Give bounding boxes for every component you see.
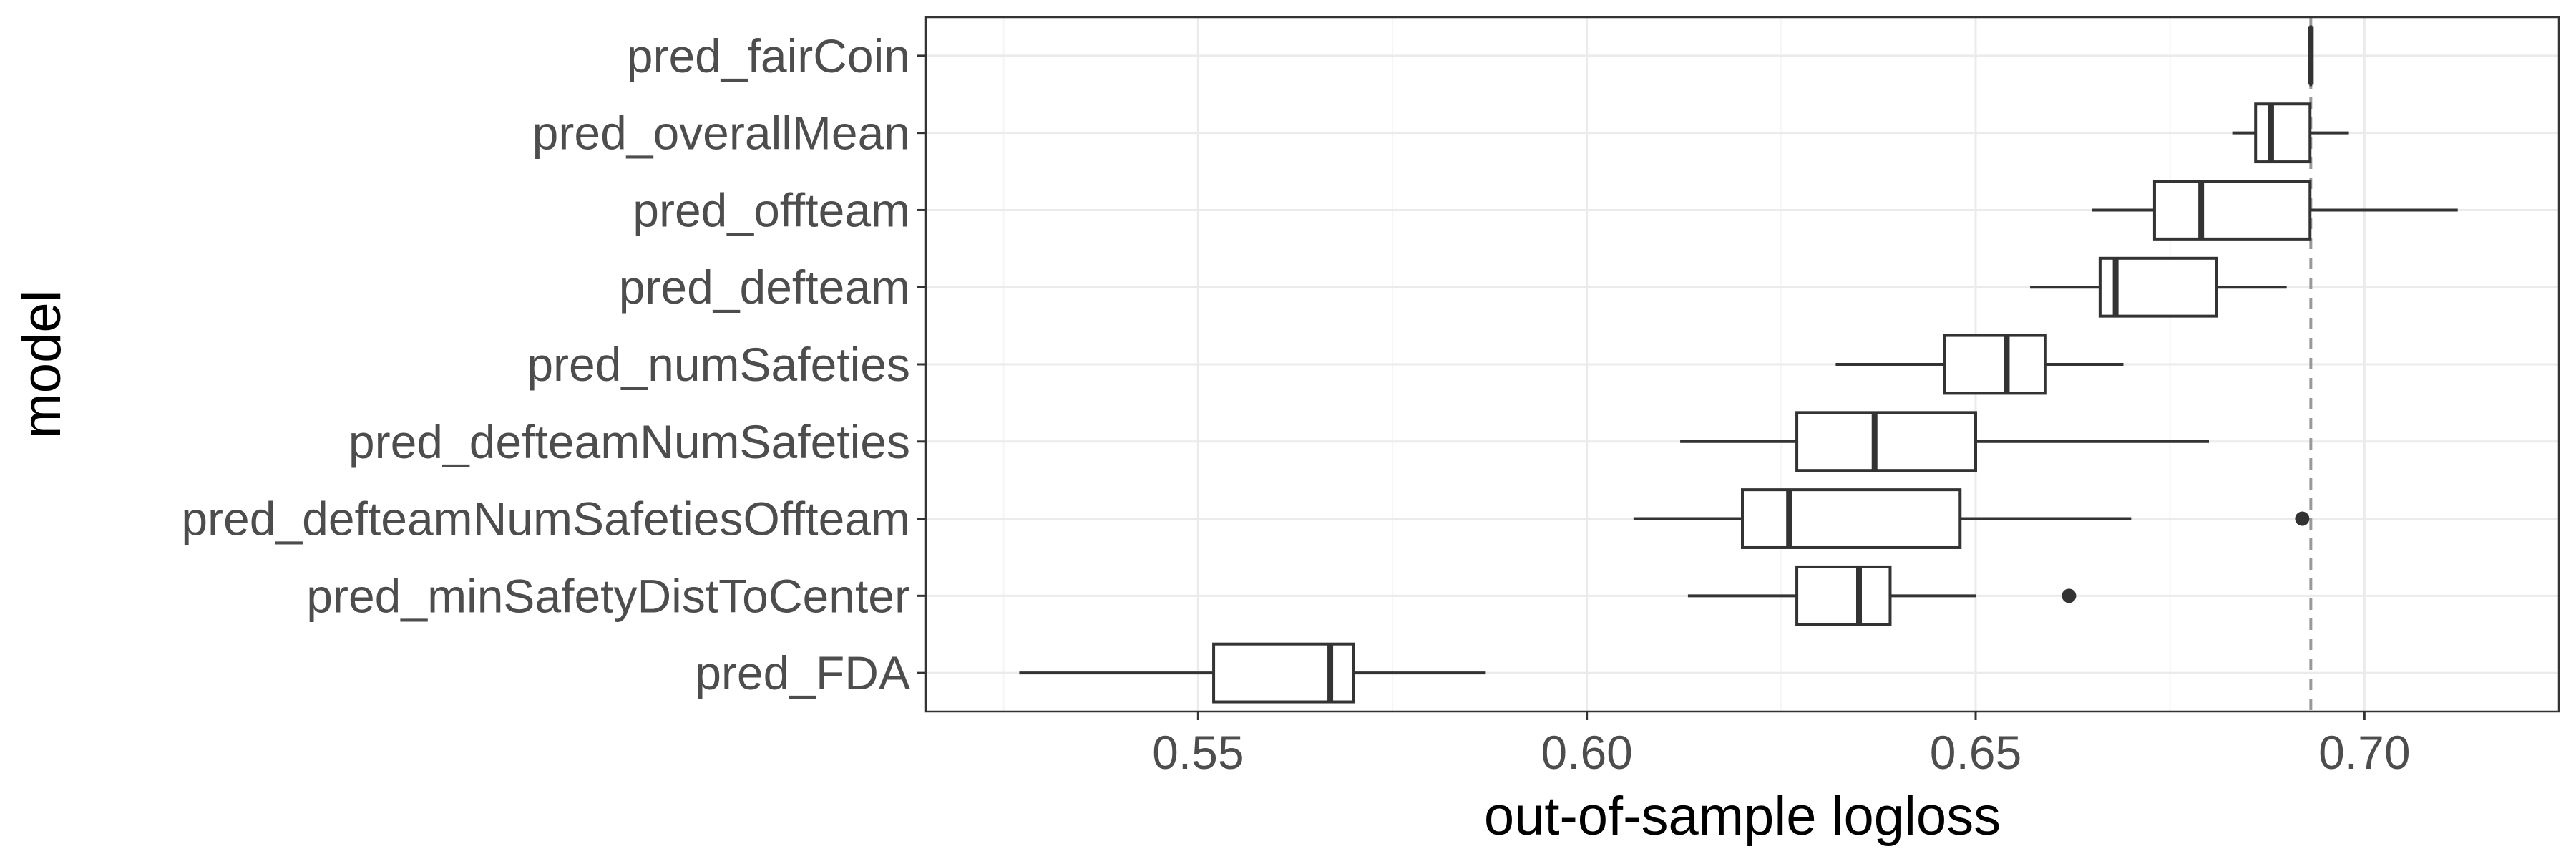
boxplot-pred_minSafetyDistToCenter — [1687, 565, 2077, 626]
box — [1943, 334, 2047, 395]
grid-layer — [926, 17, 2560, 712]
box — [1795, 565, 1892, 626]
boxplot-pred_FDA — [1019, 642, 1486, 704]
box — [2254, 102, 2312, 164]
y-tick-label: pred_offteam — [633, 183, 910, 236]
axis-layer: pred_fairCoin pred_overallMean pred_offtea… — [181, 29, 2410, 779]
y-tick-label: pred_defteamNumSafetiesOffteam — [181, 492, 910, 545]
box — [1741, 488, 1962, 549]
x-tick-label: 0.70 — [2318, 726, 2410, 779]
outlier-point — [2062, 588, 2077, 603]
y-tick-label: pred_defteamNumSafeties — [348, 415, 910, 468]
box — [2098, 256, 2218, 318]
x-tick-label: 0.55 — [1152, 726, 1244, 779]
boxplot-pred_numSafeties — [1835, 334, 2124, 395]
y-tick-label: pred_overallMean — [532, 107, 910, 160]
boxplot-pred_offteam — [2092, 180, 2458, 241]
y-tick-label: pred_FDA — [695, 646, 910, 699]
x-tick-label: 0.65 — [1930, 726, 2021, 779]
y-tick-label: pred_fairCoin — [627, 29, 910, 82]
box-layer — [1019, 25, 2458, 704]
boxplot-pred_defteamNumSafeties — [1680, 411, 2209, 472]
x-tick-label: 0.60 — [1541, 726, 1632, 779]
boxplot-pred_defteamNumSafetiesOffteam — [1633, 488, 2310, 549]
boxplot-pred_overallMean — [2232, 102, 2349, 164]
box — [1795, 411, 1977, 472]
y-axis-title: model — [11, 291, 72, 439]
boxplot-pred_defteam — [2030, 256, 2287, 318]
outlier-point — [2295, 511, 2310, 526]
y-tick-label: pred_minSafetyDistToCenter — [306, 569, 910, 622]
box — [2152, 180, 2312, 241]
y-tick-label: pred_defteam — [619, 261, 910, 314]
y-tick-label: pred_numSafeties — [527, 338, 910, 391]
x-axis-title: out-of-sample logloss — [1484, 786, 2001, 847]
